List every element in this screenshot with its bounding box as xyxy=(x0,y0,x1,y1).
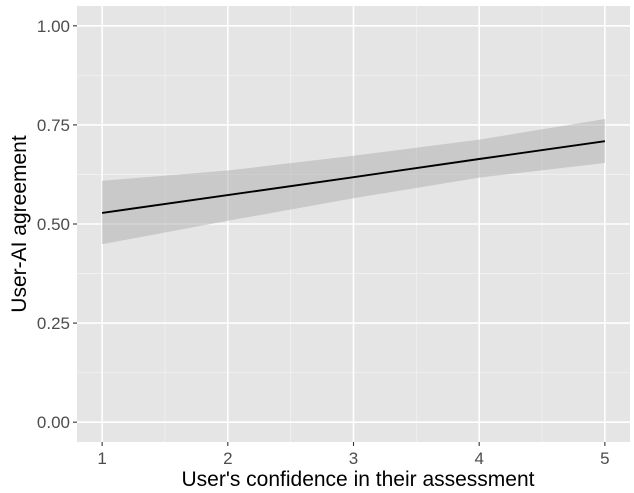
confidence-band xyxy=(102,119,605,245)
y-tick-label: 0.50 xyxy=(37,215,70,234)
y-tick-label: 0.00 xyxy=(37,413,70,432)
x-tick-label: 1 xyxy=(97,449,106,468)
y-tick-label: 1.00 xyxy=(37,17,70,36)
x-tick-label: 3 xyxy=(349,449,358,468)
y-tick-label: 0.75 xyxy=(37,116,70,135)
trend-line xyxy=(101,140,606,214)
x-tick-label: 5 xyxy=(600,449,609,468)
y-axis-title: User-AI agreement xyxy=(8,135,31,313)
x-tick-label: 4 xyxy=(474,449,483,468)
x-axis-title: User's confidence in their assessment xyxy=(181,468,534,491)
y-axis-ticks: 0.00 0.25 0.50 0.75 1.00 xyxy=(37,17,77,432)
x-tick-label: 2 xyxy=(223,449,232,468)
x-axis-ticks: 1 2 3 4 5 xyxy=(97,442,610,468)
y-tick-label: 0.25 xyxy=(37,314,70,333)
